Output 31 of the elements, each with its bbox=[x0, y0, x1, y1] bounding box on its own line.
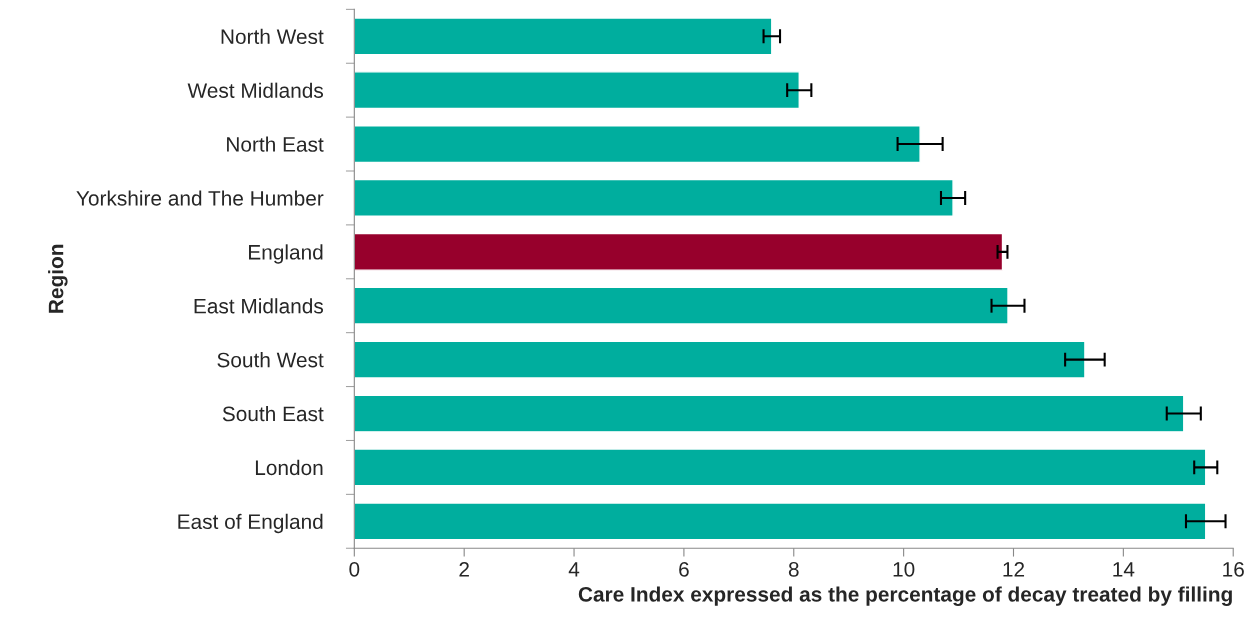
x-tick-label: 8 bbox=[788, 561, 799, 577]
x-tick-label: 0 bbox=[349, 561, 360, 577]
bar bbox=[354, 71, 800, 110]
y-tick-label: South West bbox=[217, 352, 324, 368]
y-tick-label: England bbox=[249, 244, 323, 264]
y-tick-label: North East bbox=[227, 136, 324, 152]
bar bbox=[354, 448, 1207, 487]
y-tick-label: East Midlands bbox=[194, 298, 324, 314]
bar bbox=[354, 286, 1009, 325]
x-tick-label: 16 bbox=[1223, 561, 1244, 577]
y-tick-label: North West bbox=[221, 28, 324, 45]
y-tick-label: London bbox=[255, 459, 323, 476]
bar bbox=[354, 394, 1185, 433]
y-tick-label: South East bbox=[222, 405, 324, 422]
bar bbox=[354, 17, 773, 56]
x-tick-label: 2 bbox=[459, 561, 469, 577]
x-tick-label: 6 bbox=[679, 561, 689, 577]
y-tick-label: East of England bbox=[178, 513, 323, 534]
y-axis-title: Region bbox=[48, 244, 68, 313]
bar bbox=[354, 178, 954, 217]
x-tick-label: 4 bbox=[568, 562, 580, 577]
bar bbox=[354, 232, 1004, 271]
x-tick-label: 10 bbox=[893, 561, 915, 577]
x-axis-title: Care Index expressed as the percentage of decay treated by filling bbox=[578, 586, 1232, 606]
bar bbox=[354, 125, 921, 164]
bar bbox=[354, 340, 1086, 379]
bar bbox=[354, 502, 1207, 541]
y-tick-label: Yorkshire and The Humber bbox=[76, 190, 324, 206]
y-tick-label: West Midlands bbox=[187, 82, 324, 98]
x-tick-label: 14 bbox=[1113, 562, 1135, 577]
x-tick-label: 12 bbox=[1003, 561, 1025, 577]
